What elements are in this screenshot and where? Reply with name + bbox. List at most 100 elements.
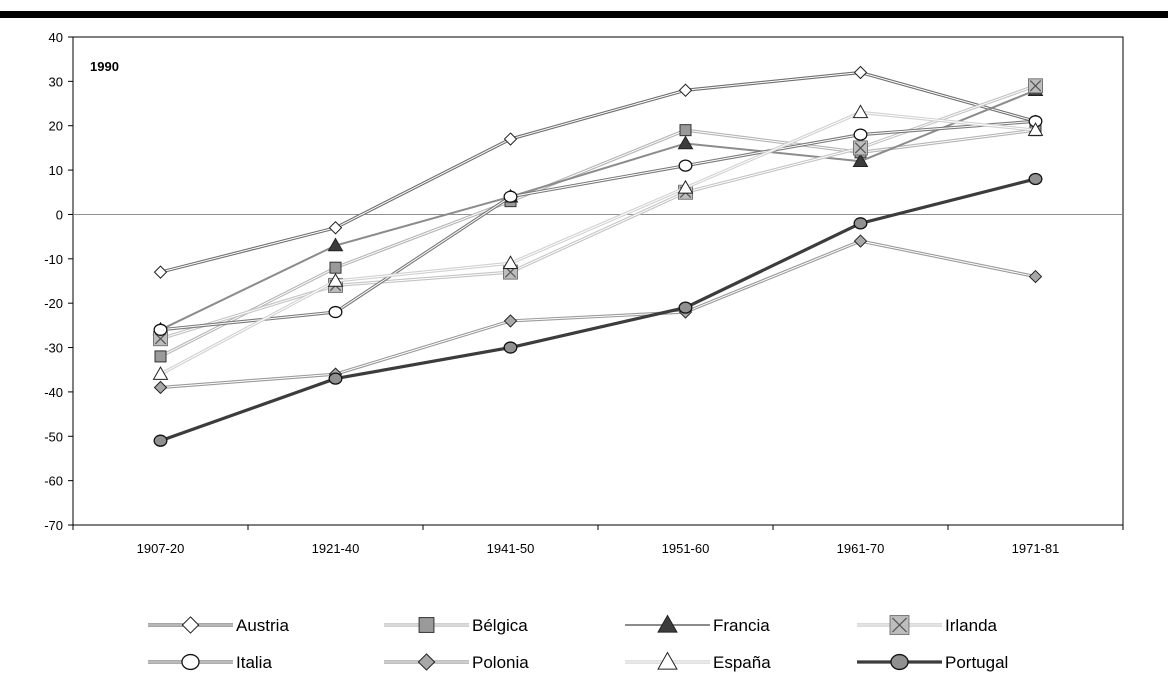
data-point-austria: [328, 221, 343, 235]
y-tick-label: 30: [49, 74, 63, 89]
data-point-espana: [327, 272, 344, 287]
data-point-austria: [853, 65, 868, 80]
legend-item-portugal: Portugal: [857, 653, 1008, 672]
series-line-espana-inner: [160, 111, 1036, 375]
legend-marker-italia: [181, 653, 200, 671]
series-polonia: [153, 234, 1043, 395]
y-tick-label: -20: [44, 296, 63, 311]
legend-marker-espana: [657, 651, 678, 670]
legend-item-francia: Francia: [625, 614, 770, 635]
y-tick-label: -30: [44, 341, 63, 356]
legend-item-polonia: Polonia: [384, 653, 529, 672]
data-point-belgica: [154, 350, 167, 363]
x-tick-label: 1971-81: [1012, 541, 1060, 556]
data-point-irlanda: [1028, 78, 1043, 94]
series-austria: [153, 65, 1043, 279]
legend-item-irlanda: Irlanda: [857, 615, 998, 635]
series-portugal: [153, 172, 1043, 447]
legend-marker-portugal: [890, 653, 909, 671]
data-point-portugal: [328, 372, 343, 385]
data-point-italia: [853, 128, 868, 141]
x-tick-label: 1941-50: [487, 541, 535, 556]
y-tick-label: 0: [56, 207, 63, 222]
data-point-portugal: [503, 341, 518, 354]
chart-annotation: 1990: [90, 59, 119, 74]
data-point-belgica: [329, 261, 342, 274]
data-point-italia: [503, 190, 518, 203]
y-tick-label: -50: [44, 429, 63, 444]
top-rule: [0, 11, 1168, 18]
legend-item-austria: Austria: [148, 616, 289, 635]
y-axis: 40 30 20 10 0 -10 -20 -30 -40 -50 -60 -70: [44, 30, 73, 533]
legend-label-espana: España: [713, 653, 771, 672]
series-line-belgica: [159, 128, 1036, 358]
legend-marker-belgica: [418, 617, 435, 633]
data-point-espana: [677, 179, 694, 194]
series-line-austria: [160, 70, 1036, 274]
data-point-portugal: [1028, 172, 1043, 186]
data-point-portugal: [153, 434, 168, 447]
data-point-belgica: [679, 124, 692, 137]
legend-marker-irlanda: [889, 615, 910, 635]
data-point-austria: [678, 83, 693, 97]
data-point-francia: [327, 237, 344, 252]
data-point-polonia: [1028, 269, 1043, 284]
data-point-italia: [153, 323, 168, 336]
legend-label-italia: Italia: [236, 653, 272, 672]
x-tick-label: 1961-70: [837, 541, 885, 556]
data-point-irlanda: [153, 331, 168, 347]
y-tick-label: -40: [44, 385, 63, 400]
legend-label-irlanda: Irlanda: [945, 616, 998, 635]
x-tick-label: 1921-40: [312, 541, 360, 556]
y-tick-label: -70: [44, 518, 63, 533]
legend: Austria Bélgica Francia Irlanda Italia Poloni…: [148, 614, 1008, 672]
data-point-portugal: [678, 301, 693, 314]
series-line-irlanda-inner: [160, 85, 1036, 340]
legend-label-belgica: Bélgica: [472, 616, 528, 635]
x-tick-label: 1907-20: [137, 541, 185, 556]
series-line-portugal: [159, 177, 1036, 443]
series-espana: [152, 104, 1044, 380]
legend-label-austria: Austria: [236, 616, 289, 635]
series-line-polonia: [160, 239, 1036, 390]
data-point-francia: [677, 135, 694, 150]
legend-item-espana: España: [625, 651, 771, 672]
legend-item-italia: Italia: [148, 653, 272, 672]
data-point-espana: [852, 104, 869, 119]
series-line-italia-inner: [160, 120, 1036, 331]
legend-label-polonia: Polonia: [472, 653, 529, 672]
data-point-austria: [153, 265, 168, 279]
series-italia: [153, 115, 1043, 336]
data-point-espana: [502, 255, 519, 270]
data-point-espana: [1027, 122, 1044, 136]
series-line-austria-inner: [160, 71, 1036, 273]
x-tick-label: 1951-60: [662, 541, 710, 556]
y-tick-label: -10: [44, 252, 63, 267]
data-point-espana: [152, 366, 169, 380]
legend-label-francia: Francia: [713, 616, 770, 635]
series-line-polonia-inner: [160, 240, 1036, 388]
data-point-italia: [328, 305, 343, 319]
data-point-austria: [503, 132, 518, 146]
legend-marker-austria: [181, 616, 200, 634]
legend-marker-francia: [657, 614, 678, 633]
series-layer: [152, 65, 1044, 447]
y-tick-label: 20: [49, 119, 63, 134]
y-tick-label: 10: [49, 163, 63, 178]
data-point-polonia: [503, 314, 518, 328]
data-point-polonia: [153, 380, 168, 395]
series-line-francia: [160, 89, 1036, 331]
legend-label-portugal: Portugal: [945, 653, 1008, 672]
data-point-francia: [852, 153, 869, 167]
data-point-portugal: [853, 217, 868, 230]
y-tick-label: 40: [49, 30, 63, 45]
series-francia: [152, 82, 1044, 336]
legend-item-belgica: Bélgica: [384, 616, 528, 635]
x-axis: 1907-20 1921-40 1941-50 1951-60 1961-70 1971-…: [72, 525, 1124, 556]
y-tick-label: -60: [44, 474, 63, 489]
data-point-polonia: [853, 234, 868, 248]
series-line-espana: [159, 110, 1036, 376]
data-point-italia: [678, 159, 693, 172]
legend-marker-polonia: [417, 653, 436, 671]
